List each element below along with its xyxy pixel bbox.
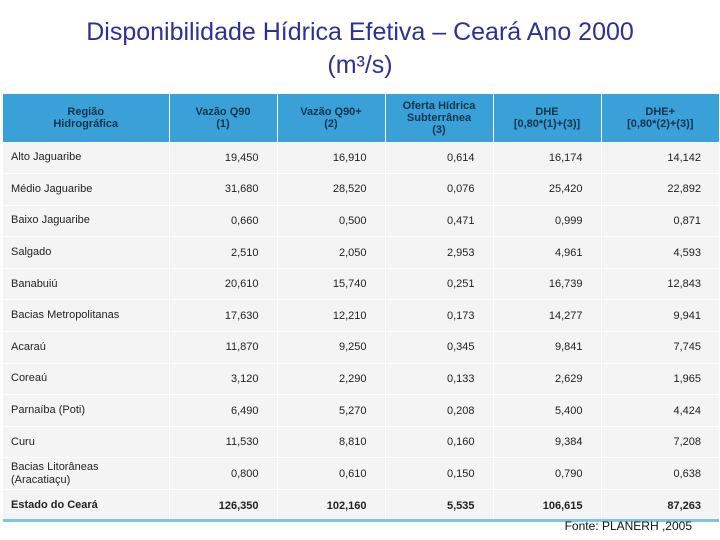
cell-oferta-subterranea: 0,160 bbox=[384, 425, 493, 458]
cell-dhe-plus: 12,843 bbox=[600, 267, 719, 300]
cell-dhe: 25,420 bbox=[492, 173, 601, 206]
cell-dhe-plus: 0,871 bbox=[600, 204, 719, 237]
cell-vazao-q90-plus: 9,250 bbox=[276, 331, 385, 364]
slide-title: Disponibilidade Hídrica Efetiva – Ceará … bbox=[0, 16, 720, 82]
cell-total-dhe-plus: 87,263 bbox=[600, 489, 719, 522]
cell-vazao-q90-plus: 16,910 bbox=[276, 141, 385, 174]
table-row: Médio Jaguaribe 31,680 28,520 0,076 25,4… bbox=[3, 173, 719, 206]
header-dhe-plus: DHE+ [0,80*(2)+(3)] bbox=[600, 94, 719, 142]
water-availability-table-container: Região Hidrográfica Vazão Q90 (1) Vazão … bbox=[3, 94, 719, 522]
cell-vazao-q90: 31,680 bbox=[168, 173, 277, 206]
cell-vazao-q90: 11,870 bbox=[168, 331, 277, 364]
header-dhe: DHE [0,80*(1)+(3)] bbox=[492, 94, 601, 142]
cell-vazao-q90-plus: 2,290 bbox=[276, 362, 385, 395]
cell-regiao: Bacias Metropolitanas bbox=[3, 299, 169, 332]
cell-total-label: Estado do Ceará bbox=[3, 489, 169, 522]
cell-dhe: 0,790 bbox=[492, 457, 601, 490]
cell-regiao: Acaraú bbox=[3, 331, 169, 364]
table-row: Bacias Metropolitanas 17,630 12,210 0,17… bbox=[3, 299, 719, 332]
cell-vazao-q90: 17,630 bbox=[168, 299, 277, 332]
cell-dhe-plus: 7,208 bbox=[600, 425, 719, 458]
cell-dhe: 16,174 bbox=[492, 141, 601, 174]
cell-dhe-plus: 0,638 bbox=[600, 457, 719, 490]
header-regiao: Região Hidrográfica bbox=[3, 94, 169, 142]
cell-dhe: 0,999 bbox=[492, 204, 601, 237]
cell-oferta-subterranea: 0,133 bbox=[384, 362, 493, 395]
header-oferta-subterranea: Oferta Hídrica Subterrânea (3) bbox=[384, 94, 493, 142]
cell-dhe-plus: 14,142 bbox=[600, 141, 719, 174]
cell-oferta-subterranea: 2,953 bbox=[384, 236, 493, 269]
cell-vazao-q90: 0,660 bbox=[168, 204, 277, 237]
cell-oferta-subterranea: 0,345 bbox=[384, 331, 493, 364]
table-row: Baixo Jaguaribe 0,660 0,500 0,471 0,999 … bbox=[3, 204, 719, 237]
table-header-row: Região Hidrográfica Vazão Q90 (1) Vazão … bbox=[3, 94, 719, 142]
cell-regiao: Curu bbox=[3, 425, 169, 458]
cell-dhe-plus: 4,424 bbox=[600, 394, 719, 427]
table-row: Banabuiú 20,610 15,740 0,251 16,739 12,8… bbox=[3, 267, 719, 300]
cell-vazao-q90-plus: 28,520 bbox=[276, 173, 385, 206]
cell-dhe: 16,739 bbox=[492, 267, 601, 300]
table-row: Parnaíba (Poti) 6,490 5,270 0,208 5,400 … bbox=[3, 394, 719, 427]
cell-dhe-plus: 4,593 bbox=[600, 236, 719, 269]
cell-vazao-q90: 6,490 bbox=[168, 394, 277, 427]
header-vazao-q90: Vazão Q90 (1) bbox=[168, 94, 277, 142]
cell-regiao: Banabuiú bbox=[3, 267, 169, 300]
cell-vazao-q90-plus: 8,810 bbox=[276, 425, 385, 458]
title-line-1: Disponibilidade Hídrica Efetiva – Ceará … bbox=[86, 18, 634, 46]
cell-dhe-plus: 22,892 bbox=[600, 173, 719, 206]
cell-dhe: 5,400 bbox=[492, 394, 601, 427]
cell-vazao-q90: 0,800 bbox=[168, 457, 277, 490]
cell-regiao: Coreaú bbox=[3, 362, 169, 395]
cell-vazao-q90-plus: 5,270 bbox=[276, 394, 385, 427]
cell-vazao-q90-plus: 0,500 bbox=[276, 204, 385, 237]
title-line-2: (m³/s) bbox=[327, 51, 393, 79]
cell-regiao: Bacias Litorâneas (Aracatiaçu) bbox=[3, 457, 169, 490]
cell-oferta-subterranea: 0,614 bbox=[384, 141, 493, 174]
cell-vazao-q90-plus: 2,050 bbox=[276, 236, 385, 269]
cell-dhe: 9,841 bbox=[492, 331, 601, 364]
cell-dhe: 2,629 bbox=[492, 362, 601, 395]
table-row: Salgado 2,510 2,050 2,953 4,961 4,593 bbox=[3, 236, 719, 269]
cell-dhe: 9,384 bbox=[492, 425, 601, 458]
cell-total-dhe: 106,615 bbox=[492, 489, 601, 522]
cell-vazao-q90-plus: 15,740 bbox=[276, 267, 385, 300]
cell-vazao-q90-plus: 0,610 bbox=[276, 457, 385, 490]
cell-total-vazao-q90: 126,350 bbox=[168, 489, 277, 522]
cell-oferta-subterranea: 0,471 bbox=[384, 204, 493, 237]
cell-regiao: Parnaíba (Poti) bbox=[3, 394, 169, 427]
cell-oferta-subterranea: 0,150 bbox=[384, 457, 493, 490]
cell-regiao: Médio Jaguaribe bbox=[3, 173, 169, 206]
cell-total-oferta-subterranea: 5,535 bbox=[384, 489, 493, 522]
cell-total-vazao-q90-plus: 102,160 bbox=[276, 489, 385, 522]
water-availability-table: Região Hidrográfica Vazão Q90 (1) Vazão … bbox=[3, 94, 719, 522]
cell-vazao-q90: 19,450 bbox=[168, 141, 277, 174]
cell-dhe: 4,961 bbox=[492, 236, 601, 269]
cell-dhe-plus: 7,745 bbox=[600, 331, 719, 364]
table-row: Acaraú 11,870 9,250 0,345 9,841 7,745 bbox=[3, 331, 719, 364]
cell-vazao-q90-plus: 12,210 bbox=[276, 299, 385, 332]
cell-vazao-q90: 3,120 bbox=[168, 362, 277, 395]
cell-regiao: Baixo Jaguaribe bbox=[3, 204, 169, 237]
source-note: Fonte: PLANERH ,2005 bbox=[564, 519, 692, 533]
cell-oferta-subterranea: 0,076 bbox=[384, 173, 493, 206]
table-row: Curu 11,530 8,810 0,160 9,384 7,208 bbox=[3, 425, 719, 458]
cell-vazao-q90: 11,530 bbox=[168, 425, 277, 458]
cell-dhe-plus: 1,965 bbox=[600, 362, 719, 395]
header-vazao-q90-plus: Vazão Q90+ (2) bbox=[276, 94, 385, 142]
cell-vazao-q90: 2,510 bbox=[168, 236, 277, 269]
table-bottom-rule bbox=[3, 519, 719, 522]
table-total-row: Estado do Ceará 126,350 102,160 5,535 10… bbox=[3, 489, 719, 522]
cell-oferta-subterranea: 0,208 bbox=[384, 394, 493, 427]
cell-oferta-subterranea: 0,251 bbox=[384, 267, 493, 300]
cell-dhe: 14,277 bbox=[492, 299, 601, 332]
cell-vazao-q90: 20,610 bbox=[168, 267, 277, 300]
table-row: Coreaú 3,120 2,290 0,133 2,629 1,965 bbox=[3, 362, 719, 395]
cell-oferta-subterranea: 0,173 bbox=[384, 299, 493, 332]
cell-regiao: Alto Jaguaribe bbox=[3, 141, 169, 174]
table-row: Alto Jaguaribe 19,450 16,910 0,614 16,17… bbox=[3, 141, 719, 174]
table-row: Bacias Litorâneas (Aracatiaçu) 0,800 0,6… bbox=[3, 457, 719, 490]
cell-dhe-plus: 9,941 bbox=[600, 299, 719, 332]
cell-regiao: Salgado bbox=[3, 236, 169, 269]
